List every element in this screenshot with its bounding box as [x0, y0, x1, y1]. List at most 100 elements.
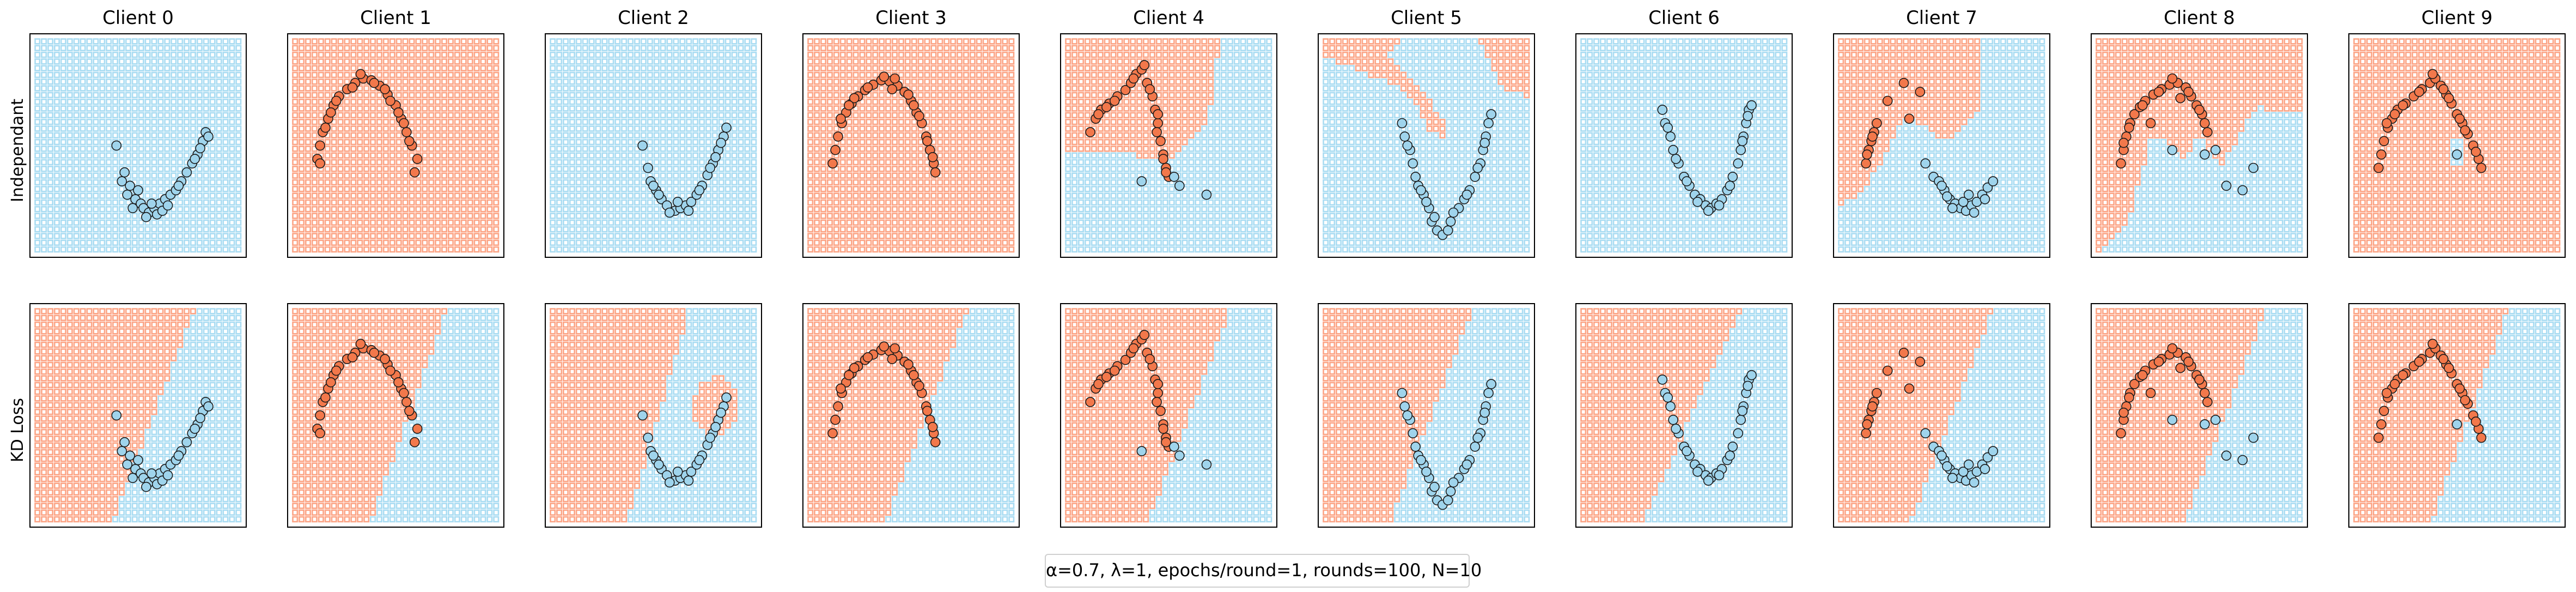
- decision-grid: [292, 38, 500, 253]
- point-orange-a-22: [2194, 105, 2204, 115]
- panel-independant-client-3: [802, 33, 1020, 258]
- point-blue-a-0: [1920, 158, 1931, 169]
- point-blue-a-22: [705, 162, 716, 173]
- point-blue-a-23: [710, 152, 721, 162]
- point-orange-o-6: [1898, 347, 1909, 358]
- panel-title-3: Client 3: [875, 7, 947, 29]
- point-blue-a-26: [1725, 180, 1735, 191]
- point-orange-a-20: [836, 113, 846, 124]
- point-orange-a-23: [385, 95, 395, 106]
- point-blue-b-0: [2167, 144, 2178, 155]
- point-blue-a-25: [1472, 432, 1483, 443]
- panel-independant-client-6: [1575, 33, 1793, 258]
- point-orange-a-23: [2427, 339, 2438, 349]
- point-blue-a-19: [1963, 189, 1974, 200]
- panel-frame: [29, 33, 247, 258]
- point-blue-b-1: [1174, 180, 1185, 191]
- point-blue-a-19: [127, 473, 138, 484]
- panel-frame: [2348, 33, 2566, 258]
- point-orange-a-23: [385, 365, 395, 376]
- panel-independant-client-2: [545, 33, 762, 258]
- point-orange-a-28: [380, 84, 390, 94]
- point-orange-a-29: [2455, 113, 2465, 124]
- point-blue-a-25: [648, 450, 659, 461]
- point-orange-a-29: [2455, 383, 2465, 394]
- decision-grid: [550, 38, 757, 253]
- point-blue-a-27: [1448, 477, 1459, 488]
- point-blue-a-2: [1665, 131, 1676, 142]
- point-blue-a-0: [1397, 388, 1408, 398]
- point-blue-b-2: [1201, 189, 1212, 200]
- point-orange-a-27: [2390, 379, 2400, 389]
- point-blue-b-1: [2200, 419, 2210, 430]
- point-blue-a-0: [1657, 374, 1668, 385]
- point-orange-o-10: [1904, 383, 1915, 394]
- panel-kd-loss-client-4: [1060, 303, 1277, 528]
- point-blue-a-1: [1399, 401, 1410, 412]
- point-orange-a-2: [833, 401, 843, 412]
- point-orange-a-30: [909, 100, 919, 111]
- point-orange-a-28: [380, 354, 390, 364]
- point-orange-a-21: [347, 352, 358, 363]
- point-orange-o-7: [1915, 357, 1926, 367]
- point-blue-a-27: [195, 413, 205, 424]
- point-orange-a-0: [2373, 432, 2384, 443]
- point-orange-a-19: [320, 392, 331, 403]
- point-orange-a-16: [412, 154, 423, 164]
- point-blue-a-22: [1429, 212, 1440, 222]
- point-blue-a-0: [637, 410, 648, 421]
- panel-independant-client-4: [1060, 33, 1277, 258]
- point-blue-a-20: [683, 475, 694, 486]
- point-blue-a-14: [1947, 473, 1958, 484]
- point-blue-a-11: [1445, 486, 1456, 497]
- point-orange-a-0: [2116, 428, 2126, 439]
- panel-independant-client-1: [287, 33, 504, 258]
- point-blue-a-26: [1402, 140, 1413, 151]
- point-blue-a-21: [1416, 455, 1426, 466]
- point-blue-a-1: [119, 167, 130, 178]
- point-orange-a-1: [2376, 419, 2386, 430]
- point-blue-a-29: [1421, 467, 1432, 477]
- point-orange-a-19: [1128, 343, 1139, 354]
- point-blue-a-12: [1988, 446, 1999, 456]
- panels: [29, 33, 2566, 528]
- panel-independant-client-8: [2091, 33, 2308, 258]
- point-blue-a-26: [1402, 410, 1413, 421]
- point-orange-a-0: [827, 158, 838, 169]
- point-orange-a-1: [830, 414, 841, 425]
- decision-grid: [2096, 38, 2303, 253]
- panel-independant-client-7: [1833, 33, 2050, 258]
- panel-frame: [802, 33, 1020, 258]
- point-blue-a-12: [1988, 176, 1999, 186]
- point-orange-a-31: [927, 422, 938, 432]
- point-orange-a-18: [1109, 95, 1120, 106]
- point-blue-a-24: [1703, 206, 1714, 216]
- point-blue-a-16: [1969, 477, 1980, 488]
- point-blue-a-3: [1408, 158, 1418, 169]
- point-blue-a-4: [1410, 442, 1421, 452]
- point-blue-b-0: [1136, 446, 1147, 456]
- point-blue-b-3: [1169, 172, 1179, 182]
- point-blue-a-24: [1461, 189, 1472, 200]
- point-blue-a-20: [1486, 109, 1496, 119]
- point-blue-a-9: [686, 197, 697, 207]
- point-orange-a-24: [399, 388, 409, 398]
- point-blue-a-20: [1486, 379, 1496, 389]
- row-label-kd-loss: KD Loss: [8, 398, 27, 462]
- point-orange-a-17: [1093, 109, 1104, 119]
- point-blue-a-27: [1448, 207, 1459, 218]
- point-blue-a-24: [716, 137, 726, 148]
- point-blue-b-3: [2237, 455, 2248, 466]
- point-orange-a-24: [2175, 93, 2186, 104]
- point-blue-a-17: [654, 459, 664, 470]
- point-orange-a-25: [1152, 397, 1162, 407]
- point-blue-a-30: [117, 176, 127, 186]
- point-blue-a-15: [1958, 467, 1969, 477]
- point-orange-a-14: [401, 127, 412, 137]
- point-orange-a-2: [2379, 136, 2389, 147]
- point-blue-a-29: [203, 401, 214, 412]
- point-blue-a-18: [122, 459, 132, 470]
- point-orange-a-23: [2427, 69, 2438, 80]
- point-blue-a-17: [654, 189, 664, 200]
- panel-frame: [545, 33, 762, 258]
